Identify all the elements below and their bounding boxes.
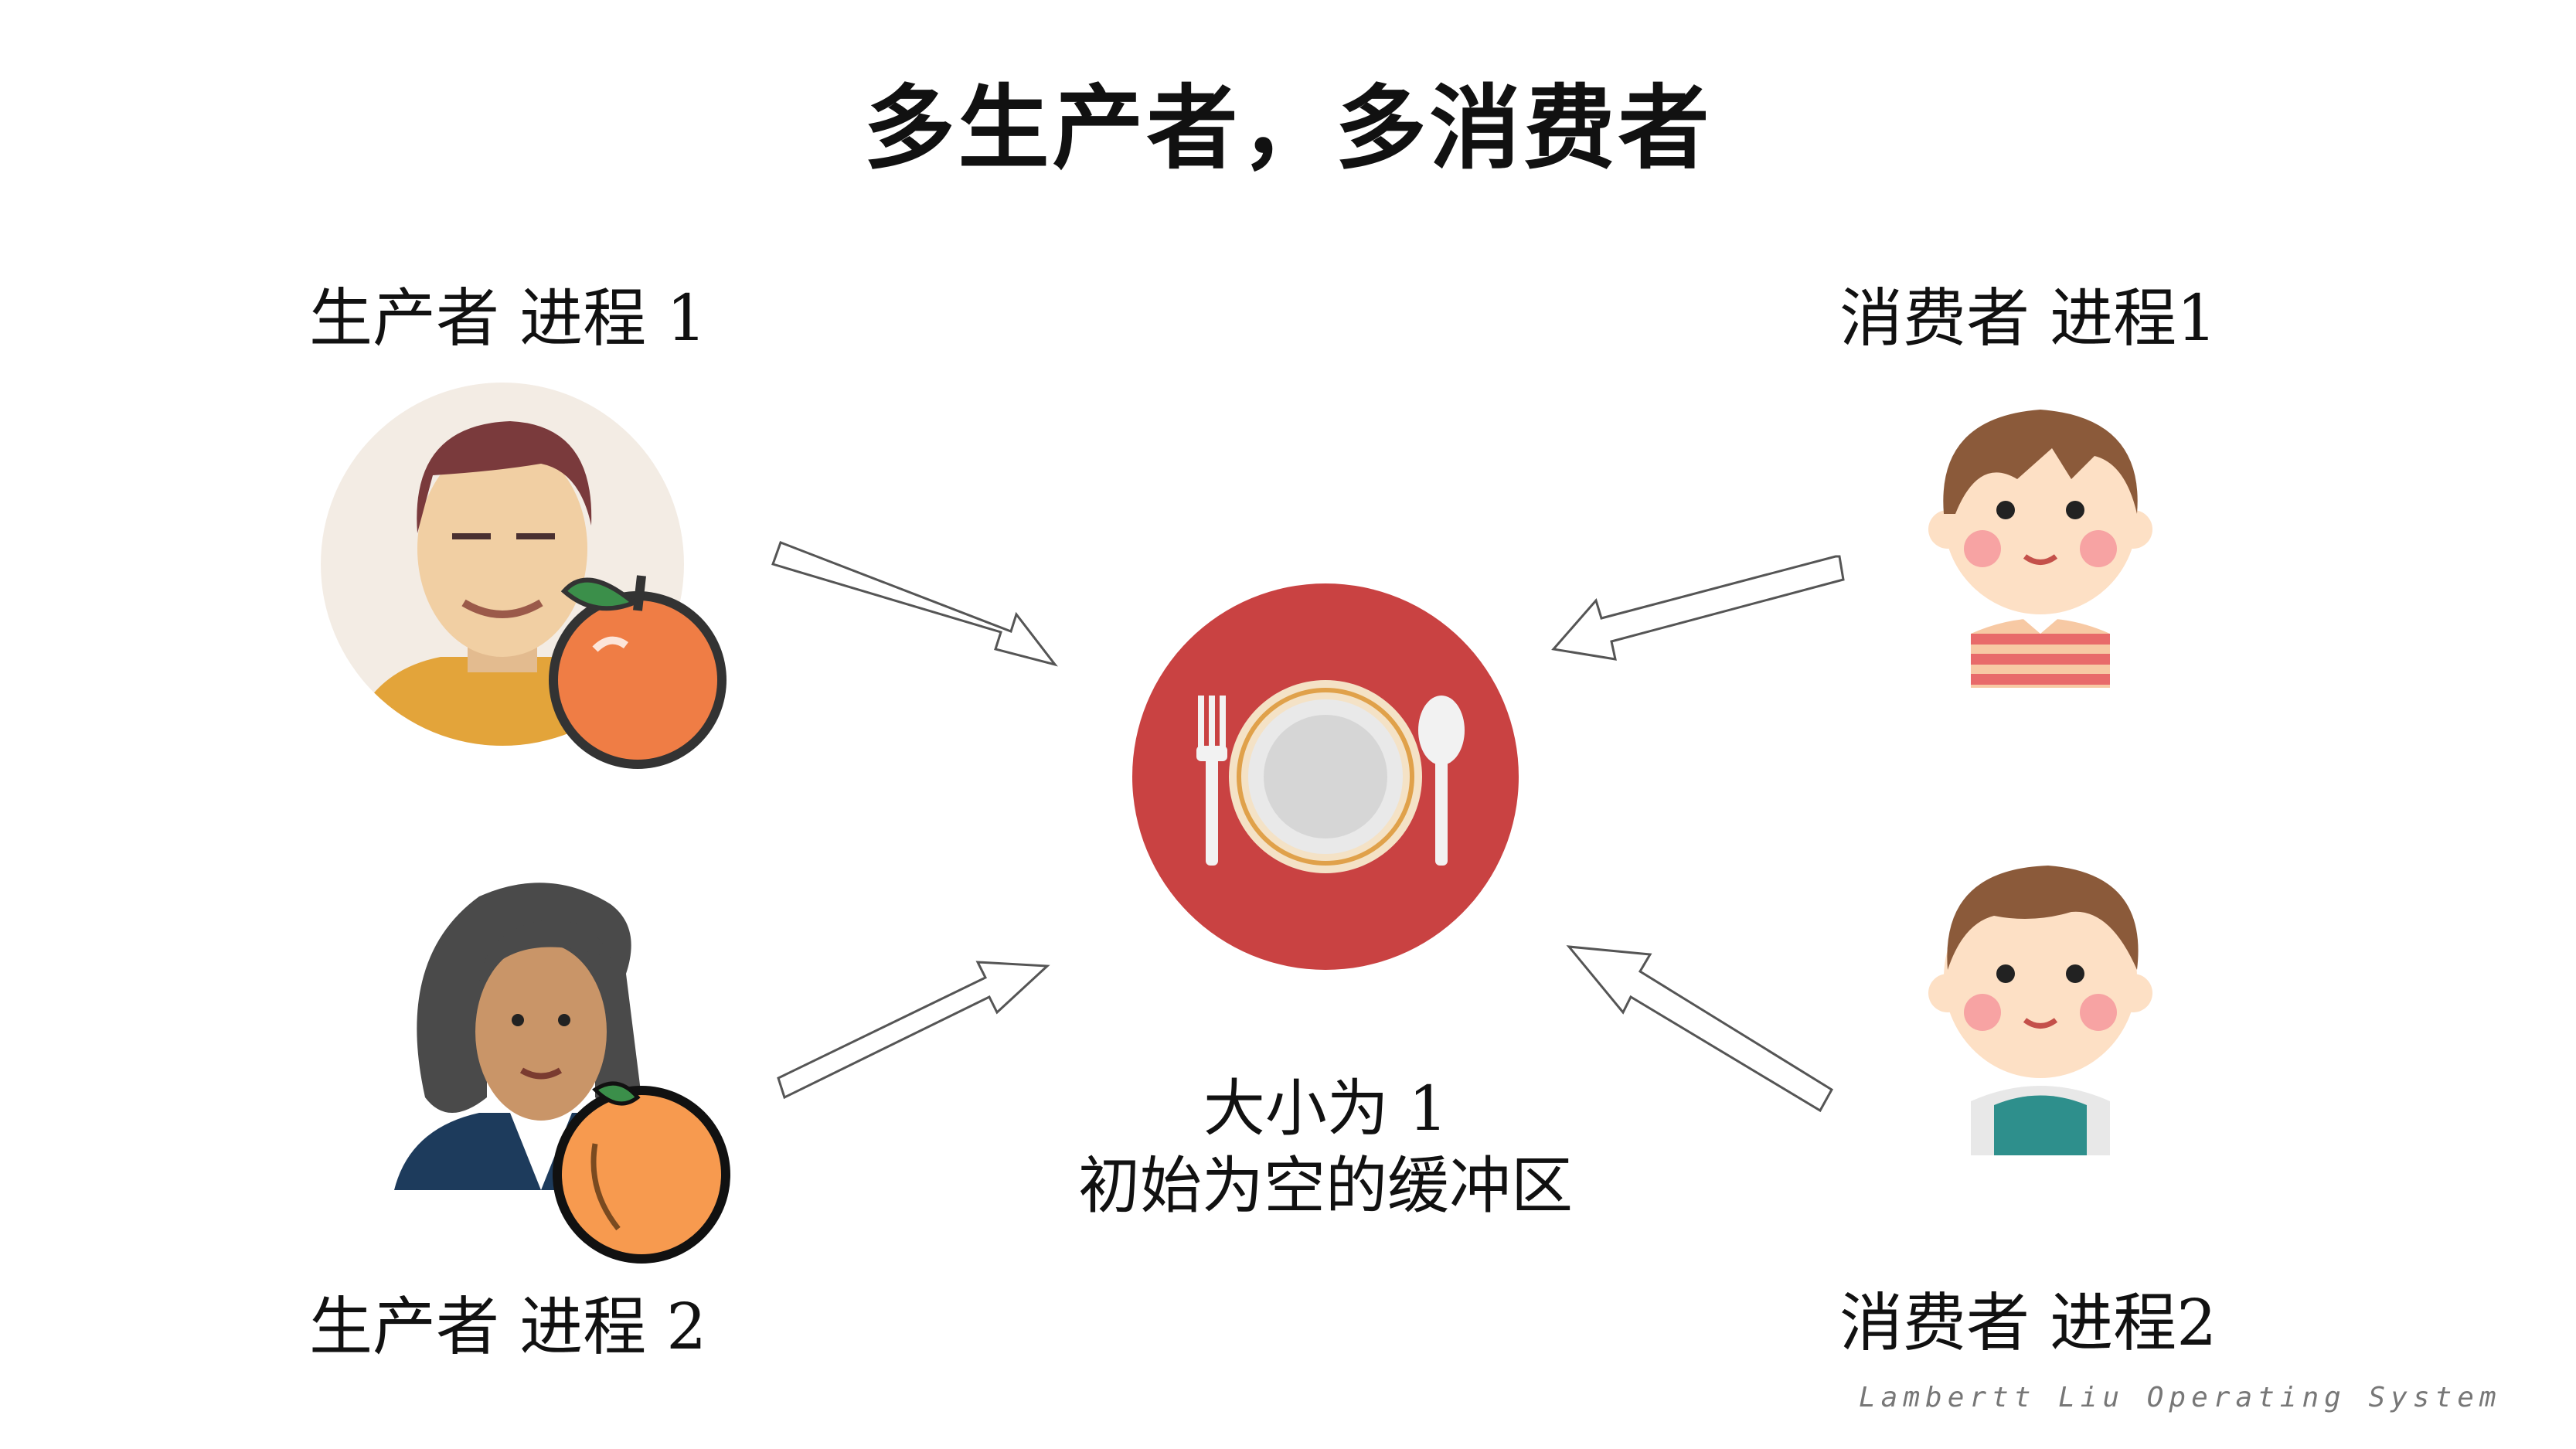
- producer-2-label: 生产者 进程 2: [309, 1291, 707, 1364]
- arrow-consumer1-from-buffer: [1551, 555, 1845, 661]
- man-with-apple-icon: [321, 383, 727, 769]
- consumer-1-label: 消费者 进程1: [1839, 282, 2217, 355]
- consumer-2-label: 消费者 进程2: [1839, 1287, 2217, 1360]
- boy-striped-shirt-icon: [1928, 410, 2152, 688]
- producer-1-label: 生产者 进程 1: [309, 282, 707, 355]
- footer-credit: Lambertt Liu Operating System: [1859, 1382, 2502, 1413]
- buffer-caption-line2: 初始为空的缓冲区: [1078, 1150, 1573, 1222]
- boy-vest-icon: [1928, 866, 2152, 1155]
- woman-with-orange-icon: [394, 883, 730, 1264]
- buffer-caption-line1: 大小为 1: [1203, 1073, 1448, 1145]
- arrow-producer2-to-buffer: [777, 961, 1050, 1100]
- page-title: 多生产者，多消费者: [863, 74, 1713, 182]
- apple-icon: [549, 575, 727, 769]
- buffer-caption: 大小为 1 初始为空的缓冲区: [1020, 1070, 1631, 1225]
- arrow-consumer2-from-buffer: [1566, 945, 1834, 1113]
- plate-fork-spoon-icon: [1132, 583, 1519, 970]
- arrow-producer1-to-buffer: [771, 541, 1058, 667]
- orange-icon: [553, 1081, 730, 1264]
